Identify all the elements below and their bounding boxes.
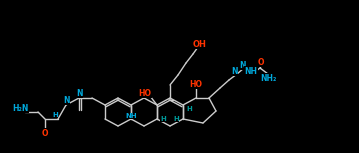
Text: O: O (42, 129, 48, 138)
Text: H: H (160, 116, 166, 122)
Text: HO: HO (190, 80, 202, 88)
Text: H₂N: H₂N (12, 103, 28, 112)
Text: N: N (231, 67, 237, 75)
Text: N: N (239, 60, 245, 69)
Text: H: H (186, 106, 192, 112)
Text: HO: HO (139, 88, 151, 97)
Text: N: N (63, 95, 69, 104)
Text: NH: NH (125, 113, 137, 119)
Text: NH: NH (244, 67, 257, 75)
Text: H: H (173, 116, 179, 122)
Text: O: O (258, 58, 264, 67)
Text: H: H (52, 112, 58, 118)
Text: NH₂: NH₂ (260, 73, 276, 82)
Text: N: N (76, 88, 82, 97)
Text: OH: OH (193, 39, 207, 49)
